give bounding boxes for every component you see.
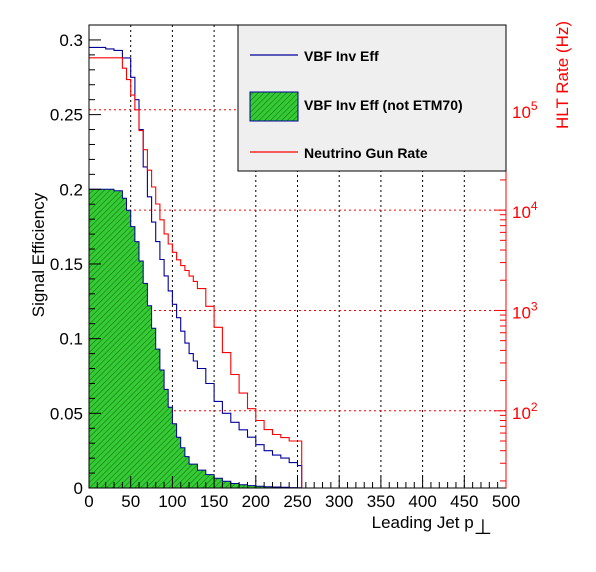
series-vbf-inv-eff-not-etm70-line — [89, 188, 302, 488]
y-left-tick-label: 0.1 — [59, 330, 83, 349]
x-axis-title-subscript: ⊥ — [474, 516, 492, 539]
y-right-tick-label-base: 10 — [512, 404, 531, 423]
y-left-tick-label: 0 — [74, 479, 83, 498]
y-right-tick-label-base: 10 — [512, 303, 531, 322]
y-right-tick-label-base: 10 — [512, 103, 531, 122]
y-right-tick-label-exponent: 4 — [531, 199, 538, 213]
axes: 0 50 100 150 200 250 300 350 400 450 500 0 0.05 0.1 0.… — [50, 24, 538, 511]
y-left-tick-label: 0.15 — [50, 255, 83, 274]
y-right-tick-label-base: 10 — [512, 203, 531, 222]
x-axis-title-main: Leading Jet p — [372, 513, 474, 532]
y-right-tick-label-exponent: 2 — [531, 400, 538, 414]
x-tick-label: 150 — [200, 492, 228, 511]
series-neutrino-gun-rate-line — [89, 57, 303, 488]
x-tick-label: 400 — [408, 492, 436, 511]
legend: VBF Inv Eff VBF Inv Eff (not ETM70) Neut… — [237, 24, 507, 172]
y-right-tick-label: 103 — [512, 299, 538, 322]
y-right-tick-label: 104 — [512, 199, 538, 222]
x-tick-label: 100 — [158, 492, 186, 511]
legend-label-neutrino-gun-rate: Neutrino Gun Rate — [304, 145, 428, 161]
y-left-tick-label: 0.05 — [50, 404, 83, 423]
y-right-tick-label-exponent: 3 — [531, 299, 538, 313]
y-right-axis-title: HLT Rate (Hz) — [553, 21, 572, 129]
series-vbf-inv-eff-line — [89, 46, 303, 488]
y-right-tick-label-exponent: 5 — [531, 99, 538, 113]
legend-label-vbf-inv-eff-not-etm70: VBF Inv Eff (not ETM70) — [304, 97, 463, 113]
y-right-tick-label: 102 — [512, 400, 538, 423]
x-tick-label: 350 — [367, 492, 395, 511]
y-left-axis-title: Signal Efficiency — [29, 192, 48, 317]
x-tick-label: 0 — [84, 492, 93, 511]
y-left-tick-label: 0.3 — [59, 31, 83, 50]
x-tick-label: 450 — [450, 492, 478, 511]
x-tick-label: 300 — [325, 492, 353, 511]
x-tick-label: 200 — [242, 492, 270, 511]
legend-label-vbf-inv-eff: VBF Inv Eff — [304, 48, 379, 64]
y-left-tick-label: 0.25 — [50, 106, 83, 125]
x-tick-label: 50 — [121, 492, 140, 511]
x-axis-title: Leading Jet p⊥ — [372, 513, 492, 539]
series-layer — [89, 46, 303, 488]
y-left-tick-label: 0.2 — [59, 180, 83, 199]
x-tick-label: 250 — [283, 492, 311, 511]
y-right-tick-label: 105 — [512, 99, 538, 122]
series-vbf-inv-eff-not-etm70-fill — [89, 189, 302, 488]
x-tick-label: 500 — [492, 492, 520, 511]
legend-swatch-vbf-inv-eff-not-etm70 — [249, 91, 299, 122]
